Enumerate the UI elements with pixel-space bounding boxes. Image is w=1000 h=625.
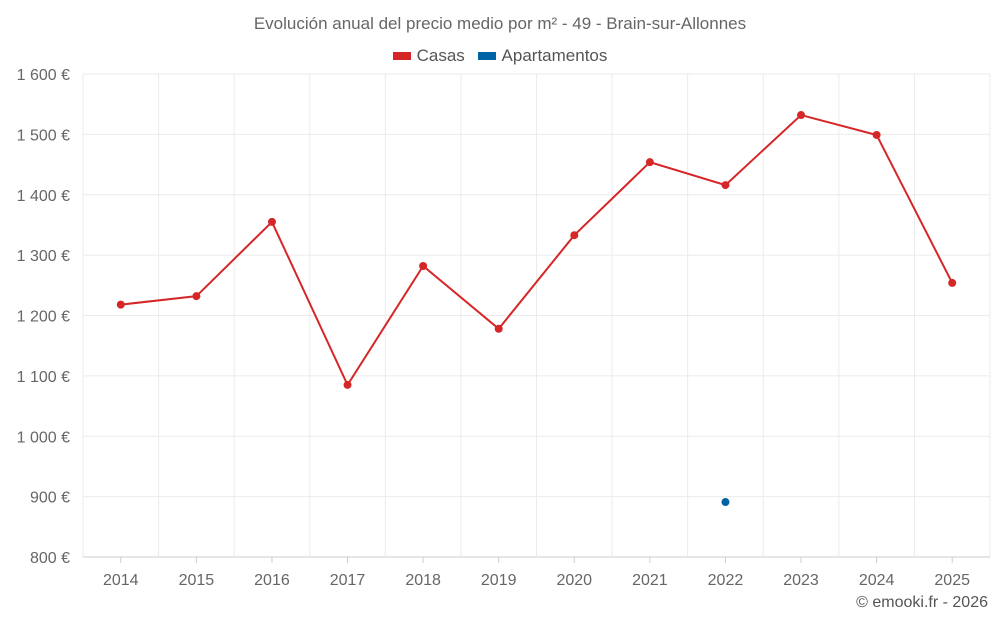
x-tick-label: 2018 [405,572,441,589]
legend-label: Casas [416,46,465,65]
data-point-casas [797,111,806,120]
x-tick-label: 2022 [708,572,744,589]
legend-item-apartamentos[interactable]: Apartamentos [477,46,608,66]
x-tick-label: 2024 [859,572,895,589]
series-line-casas [120,113,954,388]
data-point-casas [570,231,579,240]
y-tick-label: 1 300 € [17,248,70,265]
data-point-casas [872,130,881,139]
legend-label: Apartamentos [501,46,608,65]
legend-swatch [477,52,496,60]
legend: Casas Apartamentos [0,45,1000,66]
data-point-casas [721,181,730,190]
data-point-casas [192,292,201,301]
x-tick-label: 2019 [481,572,517,589]
data-point-casas [419,261,428,270]
y-tick-label: 1 500 € [17,127,70,144]
chart-title: Evolución anual del precio medio por m² … [253,14,747,33]
y-tick-label: 1 200 € [17,309,70,326]
y-tick-label: 900 € [30,490,70,507]
data-point-casas [494,324,503,333]
x-tick-label: 2016 [254,572,290,589]
y-tick-label: 800 € [30,550,70,567]
y-tick-label: 1 600 € [17,67,70,84]
y-tick-label: 1 100 € [17,369,70,386]
x-tick-label: 2021 [632,572,668,589]
x-tick-label: 2014 [103,572,139,589]
data-point-casas [645,158,654,167]
x-tick-label: 2023 [783,572,819,589]
x-tick-label: 2025 [934,572,970,589]
x-tick-label: 2015 [179,572,215,589]
data-point-apartamentos [721,498,730,507]
data-point-casas [343,380,352,389]
data-point-casas [267,217,276,226]
x-tick-label: 2020 [556,572,592,589]
legend-item-casas[interactable]: Casas [392,46,465,66]
x-tick-label: 2017 [330,572,366,589]
y-tick-label: 1 000 € [17,429,70,446]
data-point-casas [116,300,125,309]
credit: © emooki.fr - 2026 [856,594,988,611]
legend-swatch [392,52,411,60]
data-point-casas [948,278,957,287]
y-tick-label: 1 400 € [17,188,70,205]
